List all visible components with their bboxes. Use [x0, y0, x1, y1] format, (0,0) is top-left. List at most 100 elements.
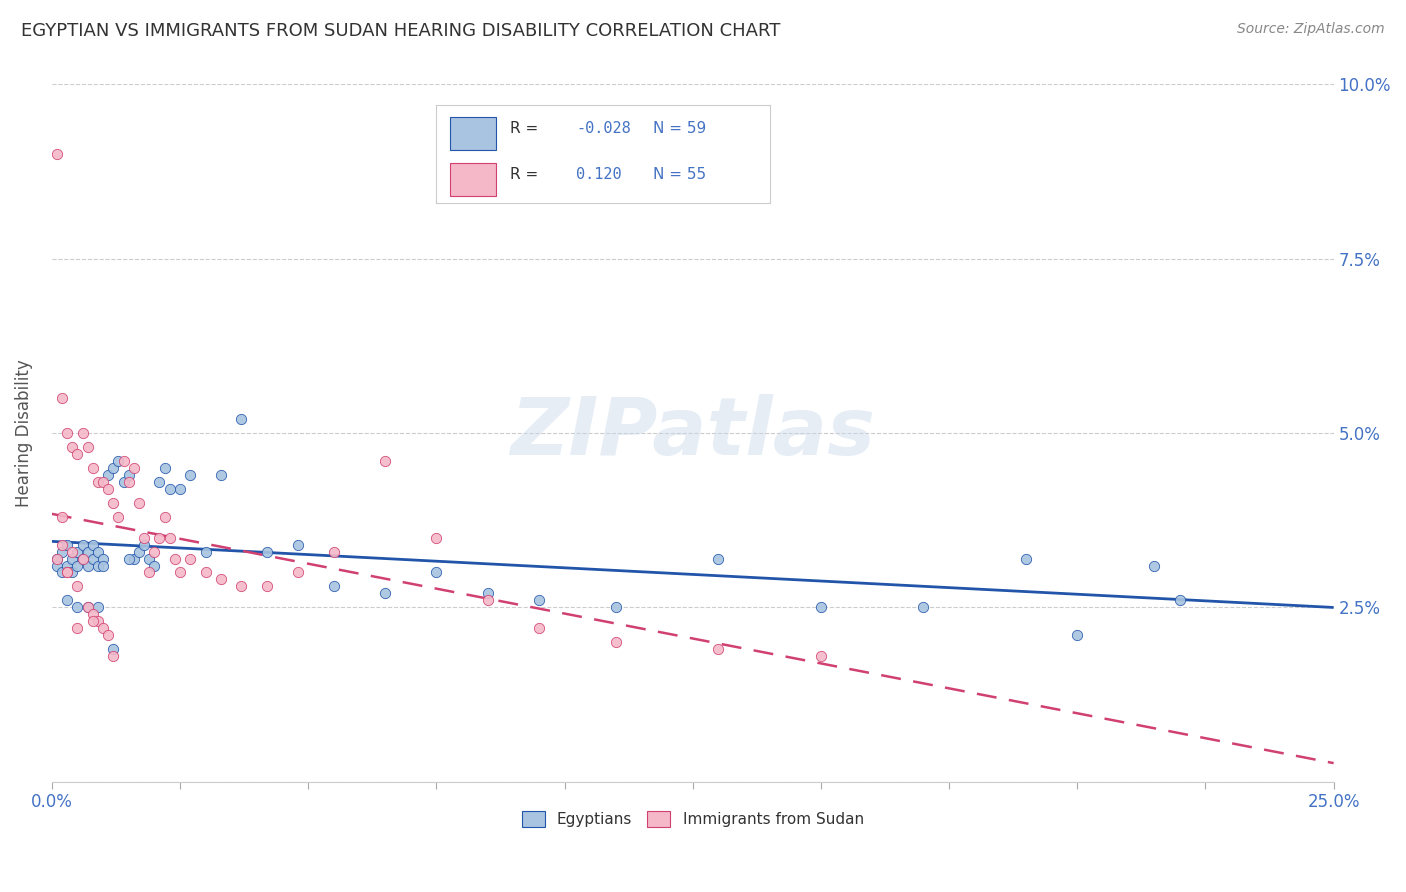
Point: [810, 600, 832, 615]
Point: [112, 454, 135, 468]
Point: [51, 566, 73, 580]
Point: [45, 147, 67, 161]
Point: [374, 454, 396, 468]
Point: [132, 538, 155, 552]
Point: [87, 475, 110, 489]
Point: [256, 544, 278, 558]
Text: EGYPTIAN VS IMMIGRANTS FROM SUDAN HEARING DISABILITY CORRELATION CHART: EGYPTIAN VS IMMIGRANTS FROM SUDAN HEARIN…: [21, 22, 780, 40]
Point: [56, 558, 79, 573]
Point: [159, 482, 181, 496]
Point: [163, 551, 186, 566]
Point: [1143, 558, 1166, 573]
Point: [91, 475, 114, 489]
Point: [66, 579, 89, 593]
Point: [322, 544, 344, 558]
Point: [1066, 628, 1088, 642]
Point: [118, 551, 141, 566]
Point: [82, 461, 104, 475]
Point: [66, 600, 89, 615]
Point: [91, 551, 114, 566]
Text: Source: ZipAtlas.com: Source: ZipAtlas.com: [1237, 22, 1385, 37]
Point: [97, 467, 120, 482]
Point: [66, 558, 89, 573]
Point: [1168, 593, 1191, 607]
Point: [374, 586, 396, 600]
Point: [425, 566, 447, 580]
Point: [51, 544, 73, 558]
Point: [107, 509, 129, 524]
Point: [605, 635, 627, 649]
Point: [231, 579, 253, 593]
Point: [76, 600, 98, 615]
Point: [51, 391, 73, 405]
Point: [118, 467, 141, 482]
Point: [56, 538, 79, 552]
Point: [122, 461, 145, 475]
Point: [72, 551, 94, 566]
Point: [138, 566, 160, 580]
Point: [60, 566, 83, 580]
Point: [66, 544, 89, 558]
Point: [82, 607, 104, 622]
Point: [527, 593, 550, 607]
Point: [287, 538, 309, 552]
Point: [56, 593, 79, 607]
Point: [45, 558, 67, 573]
Point: [122, 551, 145, 566]
Point: [103, 461, 125, 475]
Point: [256, 579, 278, 593]
Point: [51, 538, 73, 552]
Point: [179, 551, 201, 566]
Point: [91, 621, 114, 635]
Point: [66, 621, 89, 635]
Point: [112, 475, 135, 489]
Point: [87, 615, 110, 629]
Point: [56, 425, 79, 440]
Point: [707, 642, 730, 657]
Point: [1015, 551, 1038, 566]
Point: [103, 496, 125, 510]
Point: [72, 425, 94, 440]
Point: [103, 642, 125, 657]
Point: [56, 566, 79, 580]
Point: [56, 566, 79, 580]
Point: [477, 593, 499, 607]
Point: [76, 440, 98, 454]
Point: [477, 586, 499, 600]
Y-axis label: Hearing Disability: Hearing Disability: [15, 359, 32, 507]
Point: [143, 544, 166, 558]
Point: [82, 538, 104, 552]
Point: [82, 615, 104, 629]
Point: [209, 467, 232, 482]
Point: [45, 551, 67, 566]
Point: [51, 509, 73, 524]
Legend: Egyptians, Immigrants from Sudan: Egyptians, Immigrants from Sudan: [516, 805, 870, 833]
Point: [128, 544, 150, 558]
Point: [153, 509, 176, 524]
Point: [912, 600, 935, 615]
Point: [138, 551, 160, 566]
Point: [322, 579, 344, 593]
Point: [60, 551, 83, 566]
Point: [231, 412, 253, 426]
Point: [209, 573, 232, 587]
Point: [91, 558, 114, 573]
Point: [45, 551, 67, 566]
Point: [159, 531, 181, 545]
Point: [132, 531, 155, 545]
Point: [76, 544, 98, 558]
Point: [76, 558, 98, 573]
Point: [143, 558, 166, 573]
Point: [87, 600, 110, 615]
Point: [66, 447, 89, 461]
Point: [707, 551, 730, 566]
Point: [60, 440, 83, 454]
Point: [179, 467, 201, 482]
Point: [194, 544, 217, 558]
Point: [107, 454, 129, 468]
Point: [810, 649, 832, 664]
Point: [148, 531, 170, 545]
Point: [118, 475, 141, 489]
Point: [97, 628, 120, 642]
Point: [128, 496, 150, 510]
